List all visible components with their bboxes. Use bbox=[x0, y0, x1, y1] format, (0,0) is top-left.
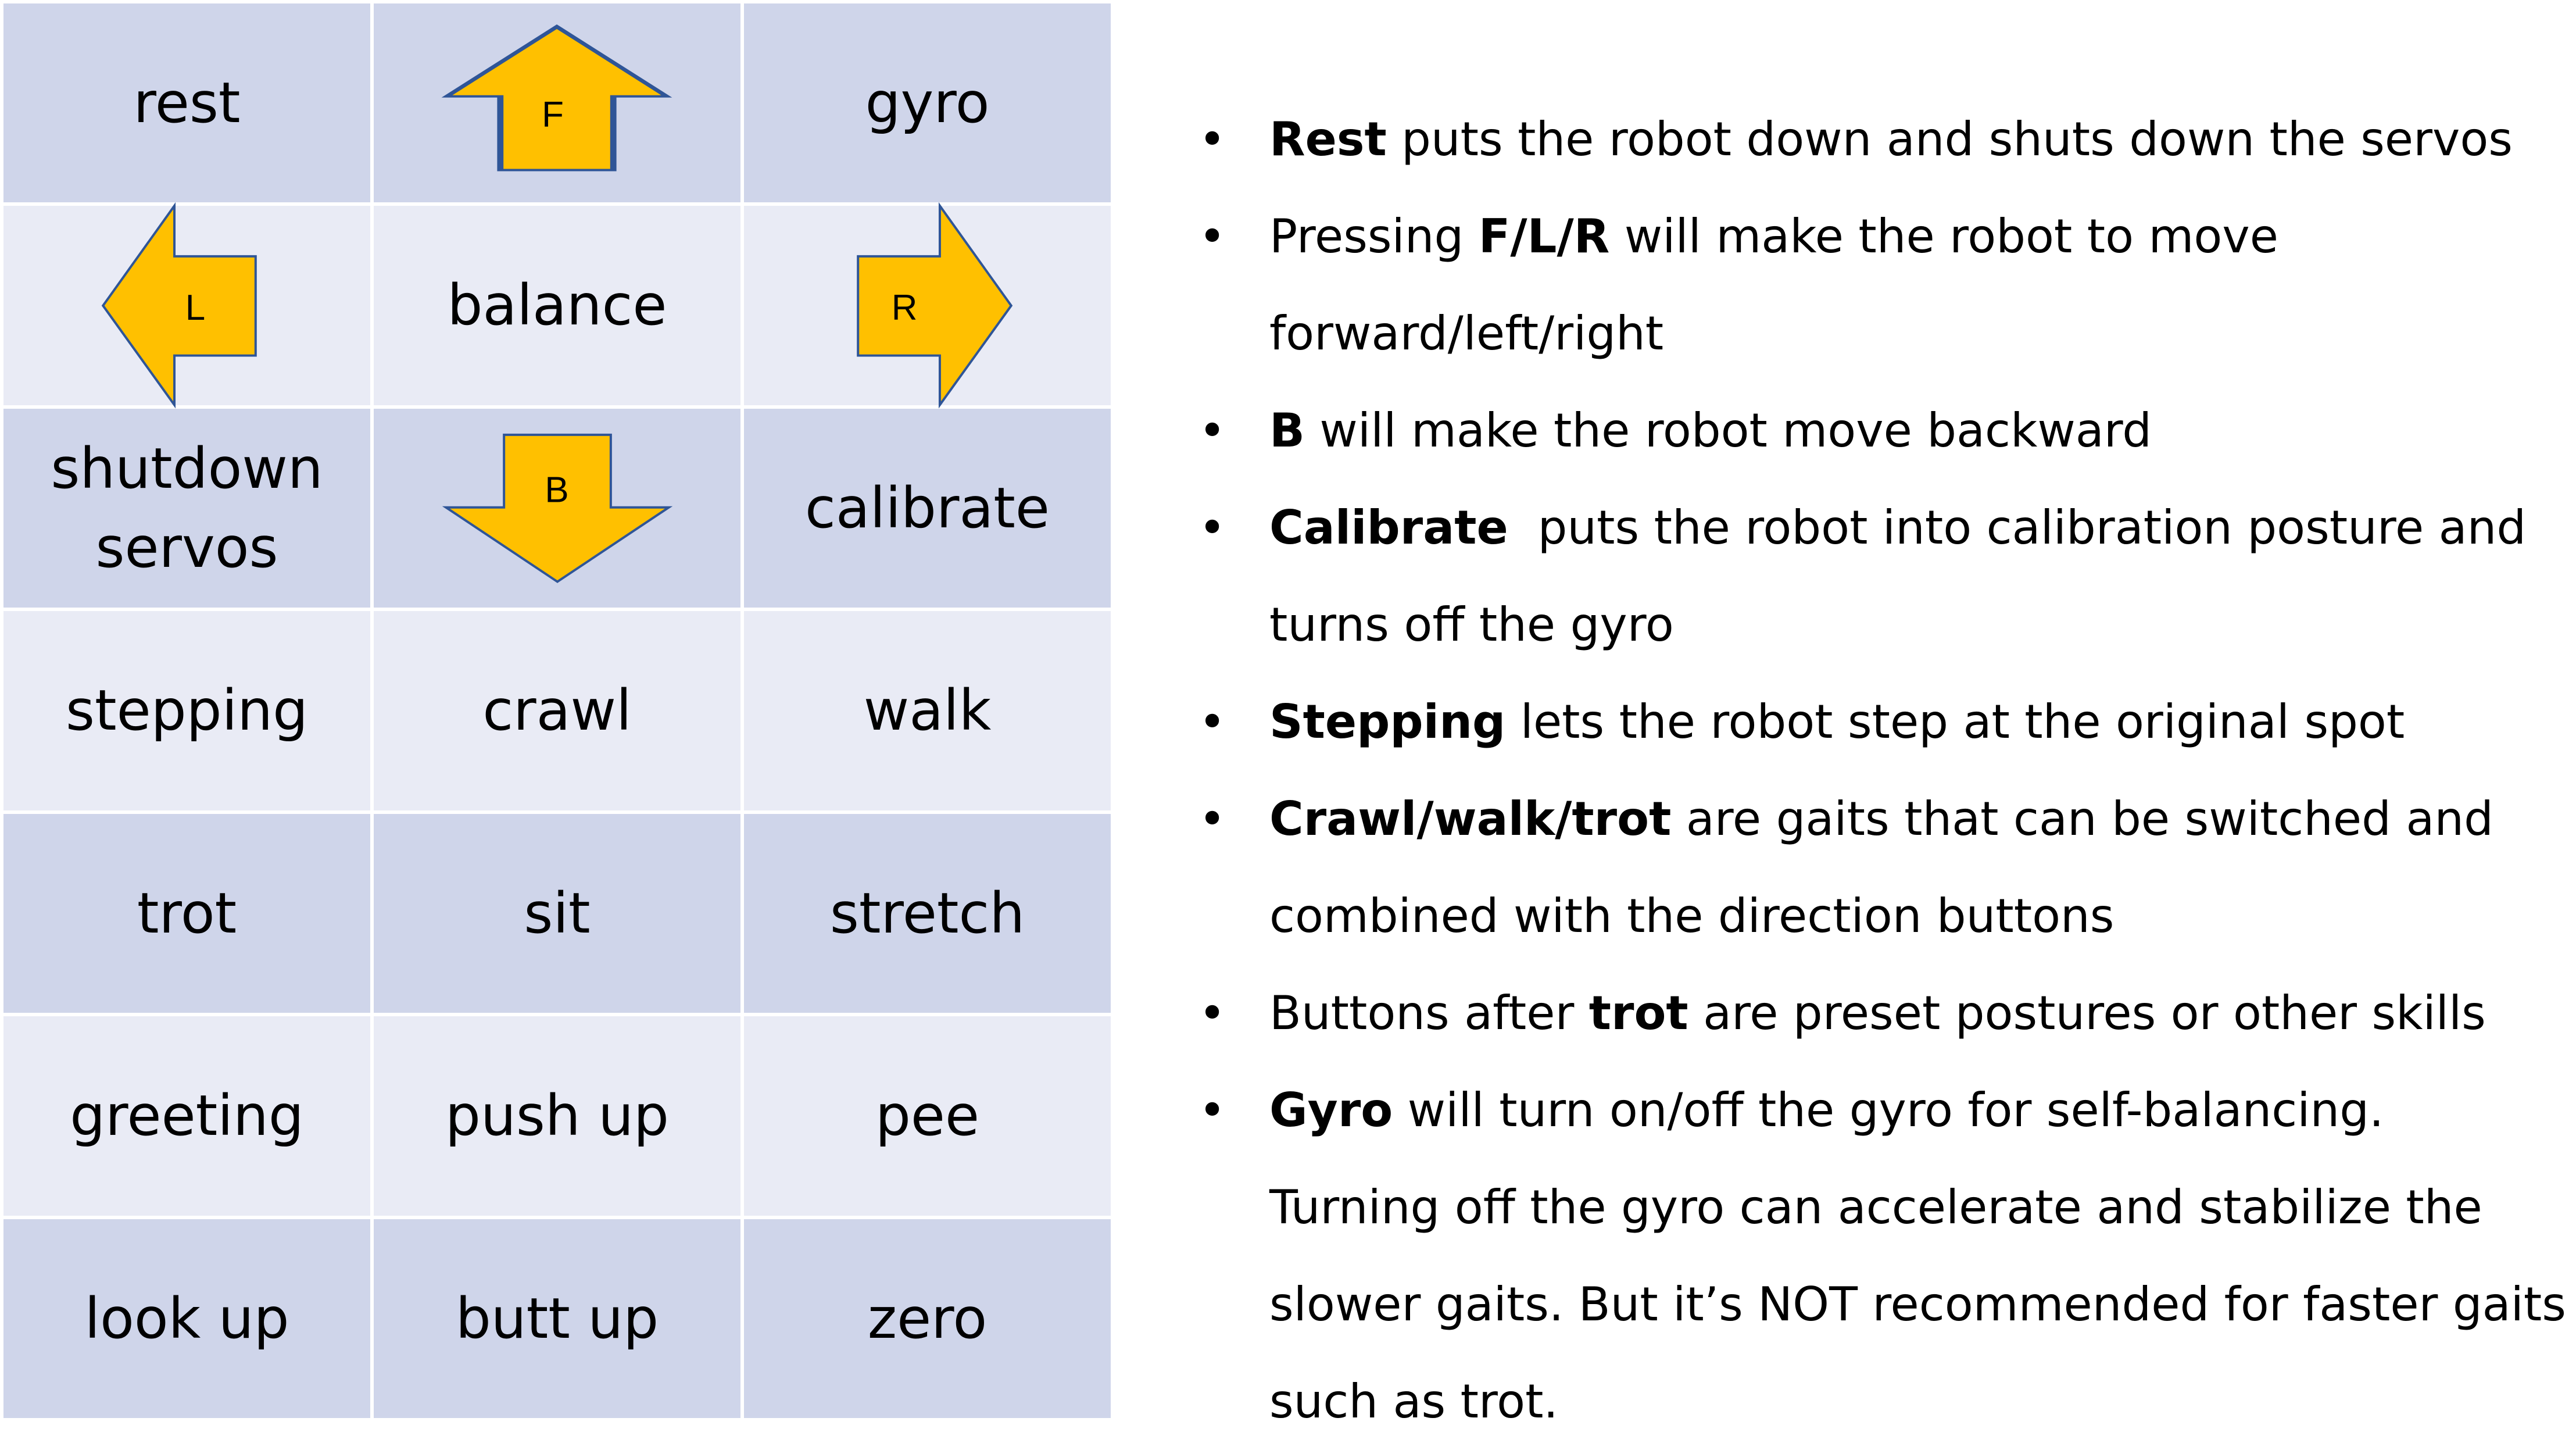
butt-up-button[interactable]: butt up bbox=[374, 1219, 740, 1418]
note-item: • Rest puts the robot down and shuts down… bbox=[1186, 91, 2569, 188]
sit-label: sit bbox=[524, 880, 591, 946]
pee-label: pee bbox=[875, 1083, 980, 1149]
bullet-icon: • bbox=[1198, 501, 1226, 555]
command-grid: rest F gyro L balance R shutdown servos … bbox=[3, 3, 1111, 1418]
forward-letter: F bbox=[542, 95, 564, 135]
back-button[interactable]: B bbox=[374, 408, 740, 608]
butt-up-label: butt up bbox=[455, 1285, 659, 1351]
note-text: will make the robot move backward bbox=[1304, 403, 2152, 458]
note-bold: Crawl/walk/trot bbox=[1269, 792, 1672, 846]
arrow-right-icon: R bbox=[857, 202, 1013, 409]
greeting-label: greeting bbox=[70, 1083, 304, 1149]
bullet-icon: • bbox=[1198, 792, 1226, 846]
right-letter: R bbox=[892, 288, 918, 328]
push-up-label: push up bbox=[445, 1083, 669, 1149]
note-text: lets the robot step at the original spot bbox=[1505, 695, 2405, 749]
zero-button[interactable]: zero bbox=[744, 1219, 1111, 1418]
note-item: • Gyro will turn on/off the gyro for self… bbox=[1186, 1062, 2569, 1450]
calibrate-button[interactable]: calibrate bbox=[744, 408, 1111, 608]
crawl-button[interactable]: crawl bbox=[374, 611, 740, 810]
note-bold: Rest bbox=[1269, 112, 1387, 166]
greeting-button[interactable]: greeting bbox=[3, 1016, 370, 1216]
left-button[interactable]: L bbox=[3, 202, 370, 409]
note-item: • Buttons after trot are preset postures … bbox=[1186, 965, 2569, 1062]
crawl-label: crawl bbox=[482, 678, 632, 744]
look-up-button[interactable]: look up bbox=[3, 1219, 370, 1418]
note-bold: Calibrate bbox=[1269, 501, 1508, 555]
gyro-button[interactable]: gyro bbox=[744, 3, 1111, 203]
push-up-button[interactable]: push up bbox=[374, 1016, 740, 1216]
note-text: puts the robot into calibration posture … bbox=[1269, 501, 2541, 652]
bullet-icon: • bbox=[1198, 986, 1226, 1040]
note-item: • Stepping lets the robot step at the ori… bbox=[1186, 673, 2569, 770]
note-bold: B bbox=[1269, 403, 1305, 458]
walk-label: walk bbox=[863, 678, 992, 744]
note-text: are gaits that can be switched and combi… bbox=[1269, 792, 2493, 943]
note-prefix: Buttons after bbox=[1269, 986, 1589, 1040]
note-bold: F/L/R bbox=[1478, 209, 1610, 263]
balance-label: balance bbox=[447, 273, 667, 338]
pee-button[interactable]: pee bbox=[744, 1016, 1111, 1216]
bullet-icon: • bbox=[1198, 695, 1226, 749]
trot-button[interactable]: trot bbox=[3, 813, 370, 1013]
sit-button[interactable]: sit bbox=[374, 813, 740, 1013]
arrow-down-icon: B bbox=[442, 433, 673, 583]
forward-button[interactable]: F bbox=[374, 3, 740, 203]
note-prefix: Pressing bbox=[1269, 209, 1479, 263]
rest-label: rest bbox=[133, 70, 241, 136]
note-item: • Crawl/walk/trot are gaits that can be s… bbox=[1186, 770, 2569, 965]
note-item: • Calibrate puts the robot into calibrati… bbox=[1186, 479, 2569, 673]
zero-label: zero bbox=[867, 1285, 988, 1351]
trot-label: trot bbox=[137, 880, 237, 946]
note-item: • Pressing F/L/R will make the robot to m… bbox=[1186, 188, 2569, 382]
note-text: will make the robot to move forward/left… bbox=[1269, 209, 2278, 360]
bullet-icon: • bbox=[1198, 1083, 1226, 1137]
note-bold: Stepping bbox=[1269, 695, 1506, 749]
arrow-left-icon: L bbox=[101, 202, 257, 409]
arrow-up-icon bbox=[441, 24, 672, 172]
note-bold: trot bbox=[1588, 986, 1688, 1040]
note-text: are preset postures or other skills bbox=[1688, 986, 2486, 1040]
balance-button[interactable]: balance bbox=[374, 206, 740, 405]
rest-button[interactable]: rest bbox=[3, 3, 370, 203]
look-up-label: look up bbox=[84, 1285, 289, 1351]
left-letter: L bbox=[185, 288, 205, 328]
back-letter: B bbox=[545, 470, 568, 510]
forward-letter-layer: F bbox=[542, 95, 564, 135]
calibrate-label: calibrate bbox=[805, 475, 1050, 541]
note-bold: Gyro bbox=[1269, 1083, 1393, 1137]
bullet-icon: • bbox=[1198, 112, 1226, 166]
gyro-label: gyro bbox=[865, 70, 990, 136]
note-text: puts the robot down and shuts down the s… bbox=[1386, 112, 2513, 166]
shutdown-servos-label: shutdown servos bbox=[51, 435, 323, 581]
instruction-list: • Rest puts the robot down and shuts down… bbox=[1186, 91, 2569, 1450]
walk-button[interactable]: walk bbox=[744, 611, 1111, 810]
bullet-icon: • bbox=[1198, 403, 1226, 458]
bullet-icon: • bbox=[1198, 209, 1226, 263]
stepping-button[interactable]: stepping bbox=[3, 611, 370, 810]
stretch-button[interactable]: stretch bbox=[744, 813, 1111, 1013]
right-button[interactable]: R bbox=[744, 202, 1111, 409]
note-text: will turn on/off the gyro for self-balan… bbox=[1269, 1083, 2566, 1428]
note-item: • B will make the robot move backward bbox=[1186, 382, 2569, 479]
shutdown-servos-button[interactable]: shutdown servos bbox=[3, 408, 370, 608]
stepping-label: stepping bbox=[65, 678, 309, 744]
stretch-label: stretch bbox=[829, 880, 1025, 946]
